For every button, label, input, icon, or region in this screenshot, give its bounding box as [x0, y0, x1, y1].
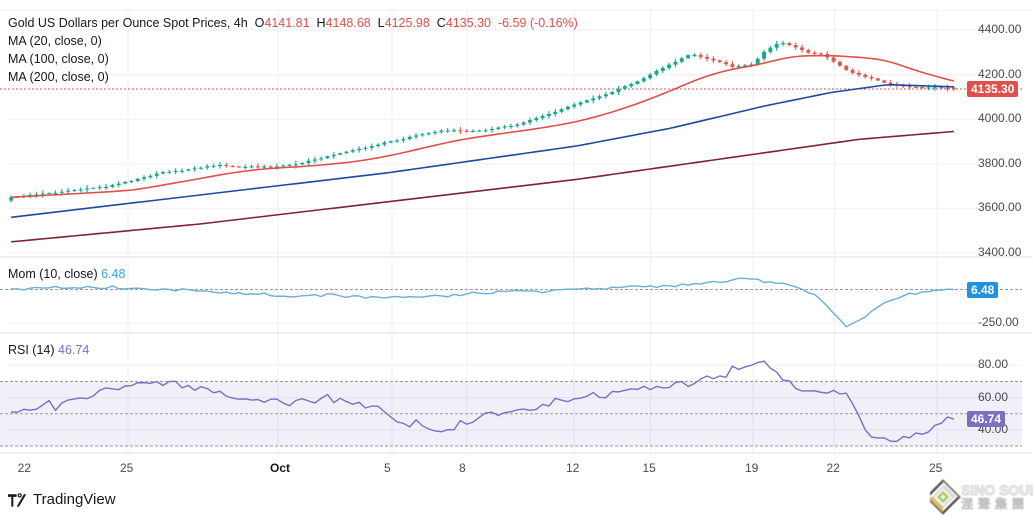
- svg-text:SINO SOUND: SINO SOUND: [961, 482, 1033, 498]
- svg-text:涅聲集團: 涅聲集團: [961, 496, 1029, 511]
